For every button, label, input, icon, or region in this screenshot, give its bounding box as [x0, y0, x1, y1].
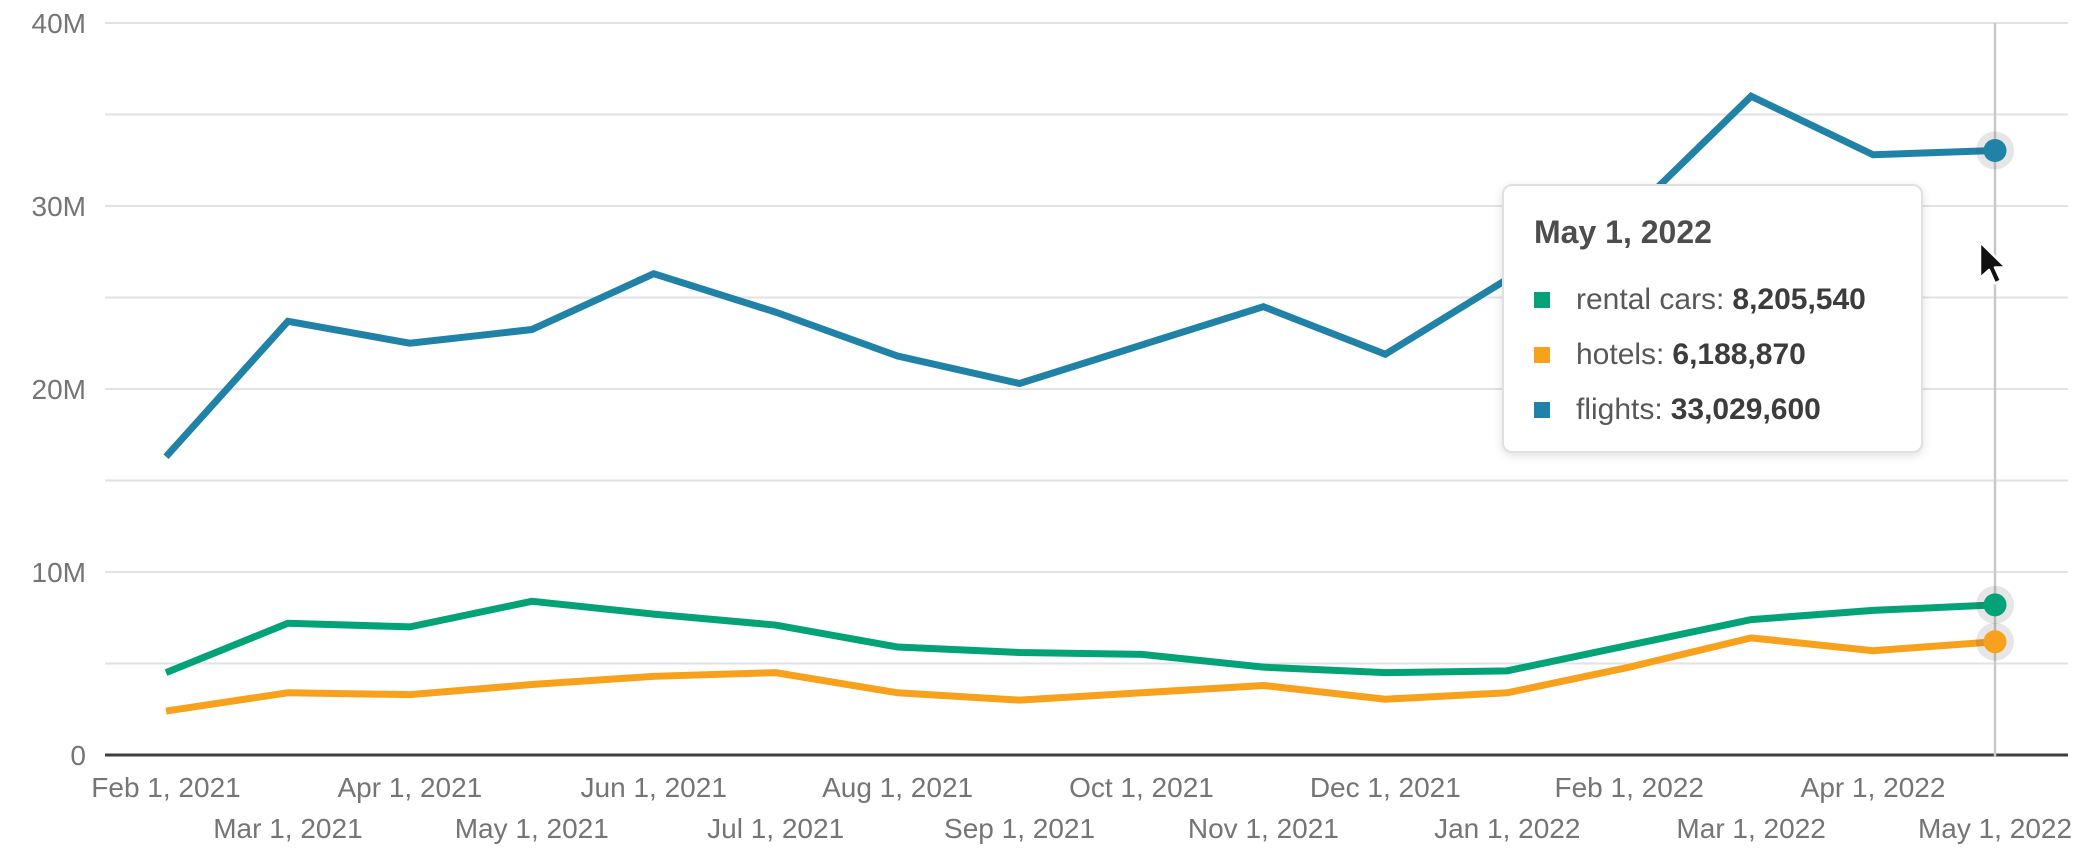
tooltip-item-label: rental cars: [1576, 283, 1725, 316]
tooltip-title: May 1, 2022 [1534, 214, 1712, 250]
tooltip-items: rental cars: 8,205,540 hotels: 6,188,870 fli… [1504, 283, 1921, 427]
x-axis-tick-label: Mar 1, 2022 [1676, 813, 1825, 844]
legend-swatch-icon [1534, 402, 1550, 418]
x-axis-tick-label: Jan 1, 2022 [1434, 813, 1580, 844]
x-axis-tick-label: Feb 1, 2022 [1554, 772, 1703, 803]
x-axis-tick-label: Aug 1, 2021 [822, 772, 973, 803]
data-point-dot-rental-cars[interactable] [1983, 593, 2007, 617]
legend-swatch-icon [1534, 292, 1550, 308]
y-axis-tick-label: 30M [32, 191, 86, 222]
tooltip-item-flights: flights: 33,029,600 [1534, 393, 1921, 427]
mouse-cursor-icon [1978, 240, 2008, 285]
x-axis-tick-label: May 1, 2021 [455, 813, 609, 844]
x-axis-tick-label: Apr 1, 2022 [1801, 772, 1946, 803]
x-axis-tick-label: Feb 1, 2021 [91, 772, 240, 803]
x-axis-tick-label: May 1, 2022 [1918, 813, 2072, 844]
data-point-dot-flights[interactable] [1983, 139, 2007, 163]
tooltip-item-value: 6,188,870 [1672, 338, 1806, 371]
x-axis-tick-label: Jul 1, 2021 [707, 813, 844, 844]
series-line-rental-cars[interactable] [164, 597, 1996, 677]
tooltip-item-value: 33,029,600 [1670, 393, 1821, 426]
tooltip-item-hotels: hotels: 6,188,870 [1534, 338, 1921, 372]
x-axis-tick-label: Oct 1, 2021 [1069, 772, 1214, 803]
tooltip-item-value: 8,205,540 [1732, 283, 1866, 316]
y-axis-tick-label: 0 [70, 740, 86, 771]
y-axis-tick-label: 20M [32, 374, 86, 405]
data-point-dot-hotels[interactable] [1983, 630, 2007, 654]
tooltip-item-label: hotels: [1576, 338, 1665, 371]
y-axis-tick-label: 10M [32, 557, 86, 588]
x-axis-tick-label: Apr 1, 2021 [337, 772, 482, 803]
x-axis-tick-label: Jun 1, 2021 [581, 772, 727, 803]
x-axis-tick-label: Nov 1, 2021 [1188, 813, 1339, 844]
legend-swatch-icon [1534, 347, 1550, 363]
x-axis-tick-label: Sep 1, 2021 [944, 813, 1095, 844]
x-axis-tick-label: Dec 1, 2021 [1310, 772, 1461, 803]
tooltip-item-label: flights: [1576, 393, 1663, 426]
x-axis-tick-label: Mar 1, 2021 [213, 813, 362, 844]
series-line-hotels[interactable] [165, 634, 1996, 715]
tooltip: May 1, 2022 rental cars: 8,205,540 hotels:… [1502, 184, 1923, 453]
series-line-flights[interactable] [163, 91, 1996, 460]
tooltip-item-rental-cars: rental cars: 8,205,540 [1534, 283, 1921, 317]
y-axis-tick-label: 40M [32, 8, 86, 39]
